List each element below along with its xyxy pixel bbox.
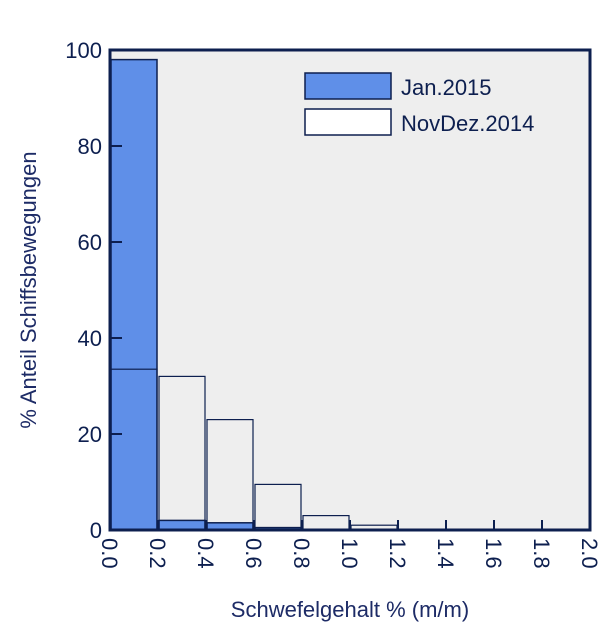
y-tick-label: 60	[78, 230, 102, 255]
y-tick-label: 40	[78, 326, 102, 351]
y-tick-label: 0	[90, 518, 102, 543]
x-tick-label: 2.0	[577, 538, 602, 569]
legend-label-0: Jan.2015	[401, 75, 492, 100]
y-axis-title: % Anteil Schiffsbewegungen	[16, 151, 41, 428]
x-tick-label: 1.6	[481, 538, 506, 569]
x-tick-label: 0.0	[97, 538, 122, 569]
legend: Jan.2015 NovDez.2014	[304, 72, 534, 136]
y-tick-label: 80	[78, 134, 102, 159]
x-axis-title: Schwefelgehalt % (m/m)	[231, 597, 469, 622]
x-tick-label: 0.2	[145, 538, 170, 569]
x-tick-label: 0.6	[241, 538, 266, 569]
bar-jan2015-0	[110, 58, 158, 531]
legend-swatch-0	[304, 72, 392, 100]
x-tick-label: 0.8	[289, 538, 314, 569]
y-tick-label: 20	[78, 422, 102, 447]
x-tick-label: 0.4	[193, 538, 218, 569]
legend-swatch-1	[304, 108, 392, 136]
y-tick-label: 100	[65, 38, 102, 63]
x-tick-label: 1.0	[337, 538, 362, 569]
ticks-layer: 0 20 40 60 80 100 0.0 0.2 0.4 0.6 0.8 1.0 1.2 1.4 1.6 1…	[65, 38, 602, 569]
legend-label-1: NovDez.2014	[401, 111, 534, 136]
x-tick-label: 1.4	[433, 538, 458, 569]
x-tick-label: 1.2	[385, 538, 410, 569]
x-tick-label: 1.8	[529, 538, 554, 569]
